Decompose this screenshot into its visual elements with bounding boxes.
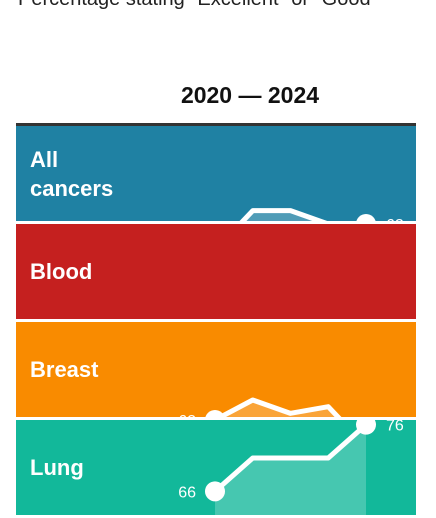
sparkline-chart: 5862	[215, 208, 404, 221]
area-fill	[215, 424, 366, 515]
start-value-label: 66	[178, 484, 196, 501]
sparkline-chart: 5757	[16, 224, 416, 319]
start-point	[205, 410, 225, 417]
row-lung: Lung 66 76	[16, 420, 416, 515]
row-breast: Breast 6258	[16, 322, 416, 417]
start-value-label: 62	[178, 413, 196, 417]
period-label: 2020 — 2024	[180, 82, 320, 108]
series-label-line: cancers	[30, 175, 114, 201]
series-label-line: Blood	[30, 259, 93, 284]
header-divider	[16, 123, 416, 126]
end-value-label: 76	[386, 420, 404, 435]
series-label-line: All	[30, 146, 59, 172]
trend-line	[215, 397, 342, 417]
end-point	[356, 420, 376, 435]
trend-line	[212, 422, 369, 494]
series-label-line: Breast	[30, 357, 99, 382]
start-point	[205, 481, 225, 502]
row-blood: Blood5757	[16, 224, 416, 319]
series-label-line: Lung	[30, 455, 84, 480]
area-fill	[215, 400, 366, 417]
chart-subtitle: Percentage stating "Excellent" or "Good"	[18, 0, 418, 11]
row-all-cancers: All cancers 5862	[16, 126, 416, 221]
series-label: Lung	[30, 420, 160, 515]
end-point	[356, 214, 376, 221]
trend-line	[239, 208, 328, 221]
series-label: Blood	[30, 224, 160, 319]
sparkline-chart: 6258	[178, 397, 366, 417]
series-label: All cancers	[30, 126, 160, 221]
end-value-label: 62	[386, 217, 404, 221]
sparkline-chart: 66 76	[178, 420, 404, 515]
series-label: Breast	[30, 322, 160, 417]
chart-rows: All cancers 5862 Blood5757 Breast 6258 Lung 66 7…	[16, 126, 416, 518]
